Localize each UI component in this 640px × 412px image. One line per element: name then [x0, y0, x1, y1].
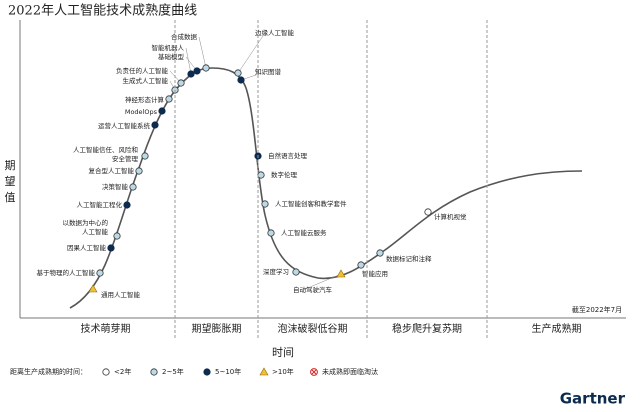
tech-label: 因果人工智能 [67, 243, 107, 252]
tech-marker [165, 95, 173, 103]
tech-label: 计算机视觉 [434, 212, 467, 221]
tech-marker [424, 208, 432, 216]
curve [69, 67, 583, 309]
tech-label: 人工智能创客和教学套件 [275, 199, 347, 208]
tech-marker [135, 167, 143, 175]
leader [198, 36, 207, 69]
tech-label: 安全管理 [112, 154, 139, 163]
tech-label: 生成式人工智能 [123, 76, 169, 85]
tech-label: 基础模型 [158, 52, 185, 61]
title: 2022年人工智能技术成熟度曲线 [8, 3, 197, 19]
tech-label: 深度学习 [263, 267, 289, 276]
tech-marker [357, 261, 365, 269]
tech-label: 人工智能工程化 [77, 200, 123, 209]
tech-marker [158, 107, 166, 115]
tech-marker [292, 268, 300, 276]
legend-title: 距离生产成熟期的时间： [10, 367, 87, 376]
tech-label: 自然语言处理 [268, 151, 308, 160]
legend-label: 5~10年 [215, 367, 241, 376]
x-label: 时间 [272, 346, 294, 359]
legend-symbol [259, 367, 269, 376]
tech-marker [267, 229, 275, 237]
y-label: 期望值 [5, 159, 16, 204]
legend-symbol [311, 369, 317, 375]
legend-label: <2年 [114, 367, 131, 376]
tech-label: 以数据为中心的 [63, 218, 109, 227]
tech-label: 人工智能云服务 [281, 228, 327, 237]
tech-label: 人工智能信任、风险和 [73, 145, 138, 154]
tech-label: 人工智能 [82, 227, 109, 236]
tech-label: 合成数据 [171, 32, 198, 41]
phase-label: 期望膨胀期 [192, 322, 242, 335]
tech-label: 复合型人工智能 [89, 166, 135, 175]
tech-label: 自动驾驶汽车 [293, 285, 333, 294]
legend-symbol [102, 368, 110, 376]
phase-label: 生产成熟期 [532, 322, 582, 335]
legend-label: 未成熟即面临淘汰 [322, 367, 378, 376]
tech-marker [88, 284, 98, 293]
tech-marker [193, 67, 201, 75]
tech-marker [234, 69, 242, 77]
tech-marker [107, 244, 115, 252]
tech-label: 通用人工智能 [101, 290, 141, 299]
leader [185, 47, 192, 75]
tech-label: 边缘人工智能 [255, 28, 295, 37]
note: 截至2022年7月 [572, 305, 622, 314]
brand: Gartner [560, 390, 626, 408]
tech-label: 负责任的人工智能 [116, 66, 169, 75]
tech-marker [96, 269, 104, 277]
legend-label: >10年 [272, 367, 294, 376]
tech-label: 智能应用 [362, 269, 388, 278]
tech-marker [257, 171, 265, 179]
tech-label: 决策智能 [102, 182, 129, 191]
tech-marker [202, 64, 210, 72]
tech-marker [141, 152, 149, 160]
tech-label: 智能机器人 [152, 43, 185, 52]
tech-marker [237, 76, 245, 84]
tech-label: 运营人工智能系统 [98, 121, 151, 130]
tech-label: 神经形态计算 [125, 95, 165, 104]
tech-label: 知识图谱 [255, 67, 282, 76]
legend-symbol [150, 368, 158, 376]
tech-marker [336, 269, 346, 278]
tech-marker [113, 232, 121, 240]
tech-marker [376, 249, 384, 257]
phase-label: 技术萌芽期 [81, 322, 131, 335]
tech-label: 数据标记和注释 [386, 254, 432, 263]
tech-marker [129, 183, 137, 191]
legend-label: 2~5年 [162, 367, 184, 376]
phase-label: 稳步爬升复苏期 [392, 322, 462, 335]
phase-label: 泡沫破裂低谷期 [278, 322, 348, 335]
leader [240, 71, 266, 81]
tech-label: ModelOps [125, 108, 158, 116]
tech-marker [261, 200, 269, 208]
tech-marker [177, 79, 185, 87]
legend-symbol [203, 368, 211, 376]
tech-marker [151, 121, 159, 129]
tech-label: 数字伦理 [271, 170, 298, 179]
leader [302, 273, 342, 291]
tech-marker [187, 70, 195, 78]
tech-marker [123, 201, 131, 209]
tech-label: 基于物理的人工智能 [37, 268, 96, 277]
leader [237, 32, 266, 74]
